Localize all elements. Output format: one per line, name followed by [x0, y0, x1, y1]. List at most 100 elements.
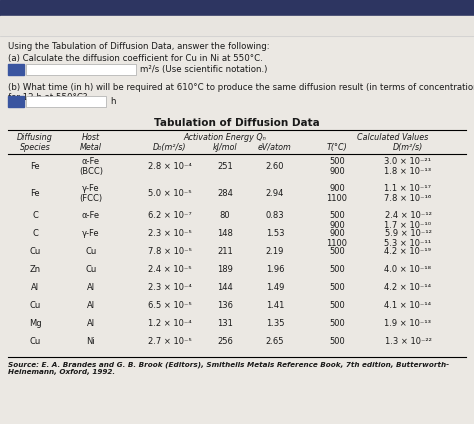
Text: (FCC): (FCC)	[80, 194, 102, 203]
Text: 900: 900	[329, 221, 345, 230]
Text: γ-Fe: γ-Fe	[82, 184, 100, 193]
Text: 1.53: 1.53	[266, 229, 284, 238]
Text: 4.1 × 10⁻¹⁴: 4.1 × 10⁻¹⁴	[384, 301, 431, 310]
Bar	[0, 0, 474, 16]
Text: 189: 189	[217, 265, 233, 274]
Text: Using the Tabulation of Diffusion Data, answer the following:: Using the Tabulation of Diffusion Data, …	[8, 42, 270, 51]
Text: Cu: Cu	[29, 337, 41, 346]
Text: 1.1 × 10⁻¹⁷: 1.1 × 10⁻¹⁷	[384, 184, 431, 193]
Text: i: i	[15, 65, 18, 74]
Text: 211: 211	[217, 247, 233, 256]
Bar	[8, 64, 24, 75]
Text: Tabulation of Diffusion Data: Tabulation of Diffusion Data	[154, 118, 320, 128]
Text: (BCC): (BCC)	[79, 167, 103, 176]
Text: 900: 900	[329, 229, 345, 238]
Text: 1.96: 1.96	[266, 265, 284, 274]
Text: Fe: Fe	[30, 189, 40, 198]
Text: T(°C): T(°C)	[327, 143, 347, 152]
Text: Al: Al	[87, 319, 95, 328]
Text: m²/s (Use scientific notation.): m²/s (Use scientific notation.)	[140, 65, 267, 74]
Text: Metal: Metal	[80, 143, 102, 152]
Text: 2.4 × 10⁻⁵: 2.4 × 10⁻⁵	[148, 265, 192, 274]
Text: 1.41: 1.41	[266, 301, 284, 310]
Text: - / 15: - / 15	[350, 18, 374, 27]
Text: 7.8 × 10⁻¹⁶: 7.8 × 10⁻¹⁶	[384, 194, 432, 203]
Text: 2.3 × 10⁻⁴: 2.3 × 10⁻⁴	[148, 283, 192, 292]
Text: i: i	[15, 97, 18, 106]
Text: Zn: Zn	[29, 265, 41, 274]
Text: erm 1: erm 1	[6, 4, 33, 13]
Text: ⋮: ⋮	[430, 18, 440, 28]
Text: 5.9 × 10⁻¹²: 5.9 × 10⁻¹²	[384, 229, 431, 238]
Text: Cu: Cu	[85, 265, 97, 274]
Text: Species: Species	[19, 143, 50, 152]
Text: 136: 136	[217, 301, 233, 310]
Text: α-Fe: α-Fe	[82, 211, 100, 220]
Text: 4.0 × 10⁻¹⁸: 4.0 × 10⁻¹⁸	[384, 265, 431, 274]
Text: C: C	[32, 211, 38, 220]
Text: 144: 144	[217, 283, 233, 292]
Text: 5.3 × 10⁻¹¹: 5.3 × 10⁻¹¹	[384, 239, 431, 248]
Text: Calculated Values: Calculated Values	[357, 133, 428, 142]
Text: 2.4 × 10⁻¹²: 2.4 × 10⁻¹²	[384, 211, 431, 220]
Text: 1100: 1100	[327, 239, 347, 248]
Text: 500: 500	[329, 157, 345, 166]
Text: 4.2 × 10⁻¹⁴: 4.2 × 10⁻¹⁴	[384, 283, 431, 292]
Text: 500: 500	[329, 319, 345, 328]
Text: 251: 251	[217, 162, 233, 171]
Text: 1100: 1100	[327, 194, 347, 203]
Text: 1.7 × 10⁻¹⁰: 1.7 × 10⁻¹⁰	[384, 221, 431, 230]
Text: 7.8 × 10⁻⁵: 7.8 × 10⁻⁵	[148, 247, 192, 256]
Text: Cu: Cu	[85, 247, 97, 256]
Text: (b) What time (in h) will be required at 610°C to produce the same diffusion res: (b) What time (in h) will be required at…	[8, 83, 474, 103]
Text: 1.35: 1.35	[266, 319, 284, 328]
Text: Activation Energy Qₙ: Activation Energy Qₙ	[183, 133, 266, 142]
Text: Host: Host	[82, 133, 100, 142]
Text: 500: 500	[329, 265, 345, 274]
Text: 1.9 × 10⁻¹³: 1.9 × 10⁻¹³	[384, 319, 431, 328]
Text: < >: < >	[120, 18, 138, 27]
Text: 6.2 × 10⁻⁷: 6.2 × 10⁻⁷	[148, 211, 192, 220]
Text: 500: 500	[329, 283, 345, 292]
Text: Question 12 of 14: Question 12 of 14	[8, 18, 89, 27]
Text: 80: 80	[219, 211, 230, 220]
Text: Cu: Cu	[29, 301, 41, 310]
Text: Cu: Cu	[29, 247, 41, 256]
Text: ☰: ☰	[405, 18, 414, 28]
Text: Al: Al	[87, 301, 95, 310]
Text: 2.3 × 10⁻⁵: 2.3 × 10⁻⁵	[148, 229, 192, 238]
Text: 131: 131	[217, 319, 233, 328]
Text: (a) Calculate the diffusion coefficient for Cu in Ni at 550°C.: (a) Calculate the diffusion coefficient …	[8, 54, 263, 63]
Text: 500: 500	[329, 337, 345, 346]
Text: γ-Fe: γ-Fe	[82, 229, 100, 238]
Text: 2.19: 2.19	[266, 247, 284, 256]
Text: 1.8 × 10⁻¹³: 1.8 × 10⁻¹³	[384, 167, 431, 176]
Text: 3.0 × 10⁻²¹: 3.0 × 10⁻²¹	[384, 157, 431, 166]
Text: α-Fe: α-Fe	[82, 157, 100, 166]
Text: 900: 900	[329, 184, 345, 193]
Text: Ni: Ni	[87, 337, 95, 346]
Text: Al: Al	[31, 283, 39, 292]
Text: 6.5 × 10⁻⁵: 6.5 × 10⁻⁵	[148, 301, 192, 310]
Text: D(m²/s): D(m²/s)	[393, 143, 423, 152]
Bar	[8, 96, 24, 107]
Text: h: h	[110, 97, 116, 106]
Text: 1.2 × 10⁻⁴: 1.2 × 10⁻⁴	[148, 319, 192, 328]
Text: 284: 284	[217, 189, 233, 198]
Text: 148: 148	[217, 229, 233, 238]
Text: Fe: Fe	[30, 162, 40, 171]
Text: C: C	[32, 229, 38, 238]
Text: Mg: Mg	[29, 319, 41, 328]
Text: Al: Al	[87, 283, 95, 292]
Text: 4.2 × 10⁻¹⁹: 4.2 × 10⁻¹⁹	[384, 247, 431, 256]
Text: 2.65: 2.65	[266, 337, 284, 346]
Text: 2.8 × 10⁻⁴: 2.8 × 10⁻⁴	[148, 162, 192, 171]
Text: 2.60: 2.60	[266, 162, 284, 171]
Text: 500: 500	[329, 211, 345, 220]
Text: 500: 500	[329, 301, 345, 310]
Bar	[26, 96, 106, 107]
Text: 256: 256	[217, 337, 233, 346]
Text: 2.7 × 10⁻⁵: 2.7 × 10⁻⁵	[148, 337, 192, 346]
Bar	[26, 64, 136, 75]
Text: kJ/mol: kJ/mol	[213, 143, 237, 152]
